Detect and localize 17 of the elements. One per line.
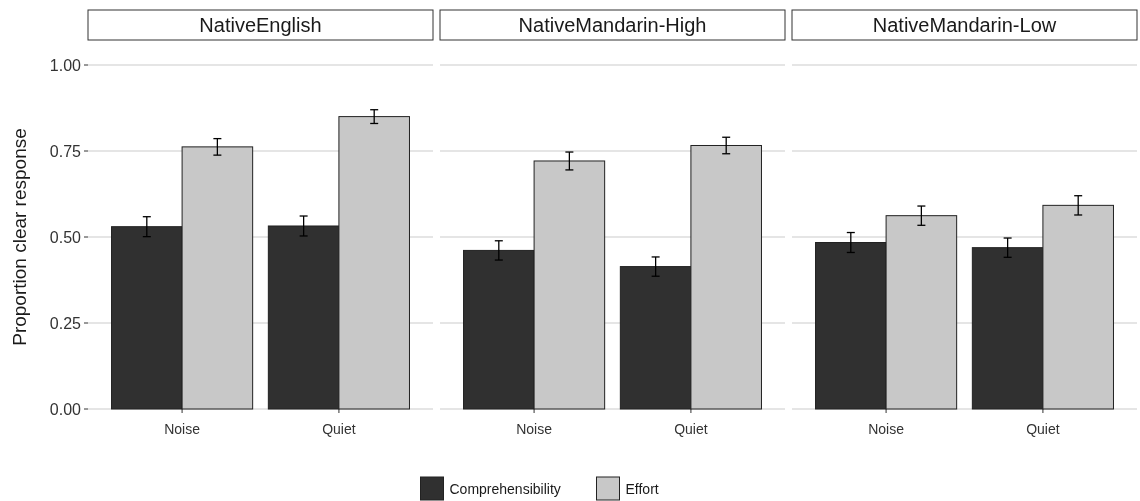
x-tick-label: Quiet — [674, 421, 708, 437]
y-tick-label: 0.50 — [49, 228, 82, 246]
y-axis-title: Proportion clear response — [9, 128, 30, 346]
x-tick-label: Noise — [868, 421, 905, 437]
legend-label: Effort — [625, 481, 659, 497]
legend-label: Comprehensibility — [449, 481, 561, 497]
y-tick-label: 0.75 — [49, 142, 82, 160]
y-tick-label: 0.00 — [49, 400, 82, 418]
chart-title: NativeMandarin-High — [518, 14, 707, 36]
x-tick-label: Noise — [164, 421, 201, 437]
chart-title: NativeMandarin-Low — [872, 14, 1057, 36]
y-tick-label: 0.25 — [49, 314, 82, 332]
chart-title: NativeEnglish — [199, 14, 322, 36]
x-tick-label: Noise — [516, 421, 553, 437]
y-tick-label: 1.00 — [49, 56, 82, 74]
x-tick-label: Quiet — [1026, 421, 1060, 437]
x-tick-label: Quiet — [322, 421, 356, 437]
